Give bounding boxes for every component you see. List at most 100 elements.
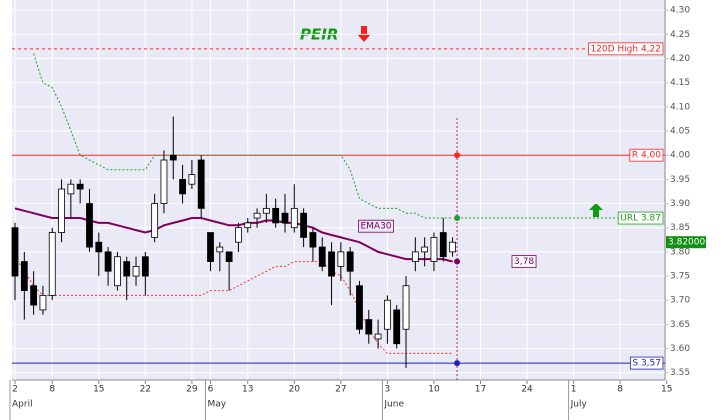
candle-body — [430, 236, 438, 262]
candle-body — [95, 241, 103, 253]
value-tag-box — [511, 255, 537, 268]
level-label-box — [588, 42, 664, 56]
candle-body — [290, 207, 298, 229]
x-tick-label: 15 — [661, 385, 672, 395]
candle-body — [169, 154, 177, 161]
y-tick-label: 4.15 — [670, 78, 690, 88]
candle-body — [160, 159, 168, 204]
y-tick-label: 3.70 — [670, 296, 690, 306]
candle-body — [179, 178, 186, 195]
candle-body — [188, 174, 196, 185]
y-tick-label: 4.05 — [670, 127, 690, 137]
y-tick-label: 3.75 — [670, 272, 690, 282]
x-tick-label: 22 — [140, 385, 151, 395]
x-tick-label: 27 — [335, 385, 346, 395]
x-tick-label: 2 — [12, 385, 18, 395]
level-label: R 4,00 — [629, 148, 664, 162]
x-tick-label: 20 — [289, 385, 301, 395]
y-tick-label: 3.95 — [670, 175, 690, 185]
candle-body — [216, 246, 224, 253]
x-tick-label: 17 — [475, 385, 486, 395]
candle-body — [262, 207, 270, 214]
candle-body — [58, 188, 65, 233]
x-tick-label: 29 — [186, 385, 198, 395]
y-tick-label: 4.25 — [670, 30, 690, 40]
level-label-box — [629, 356, 664, 370]
level-dot — [454, 215, 461, 222]
candle-body — [20, 261, 28, 291]
level-label-text: R 4,00 — [632, 151, 661, 161]
candle-body — [365, 319, 373, 335]
candle-body — [272, 207, 280, 224]
candle-body — [76, 183, 84, 190]
x-tick-label: 10 — [428, 385, 440, 395]
candle-body — [86, 203, 93, 248]
candle-body — [281, 212, 289, 224]
candle-body — [132, 265, 140, 277]
candle-body — [123, 261, 131, 277]
level-label-text: 120D High 4,22 — [590, 44, 661, 54]
x-tick-label: 1 — [571, 385, 577, 395]
y-tick-label: 3.85 — [670, 223, 690, 233]
y-tick-label: 3.60 — [670, 344, 690, 354]
x-axis-background — [0, 380, 728, 420]
y-tick-label: 3.90 — [670, 199, 690, 209]
candle-body — [439, 232, 447, 258]
x-tick-label: 6 — [208, 385, 214, 395]
candle-body — [197, 159, 205, 209]
candle-body — [402, 285, 410, 330]
value-tag: 3,78 — [511, 255, 537, 268]
y-tick-label: 4.30 — [670, 6, 690, 16]
candle-body — [253, 212, 261, 219]
candle-body — [346, 251, 354, 272]
candle-body — [374, 333, 382, 340]
candle-body — [383, 299, 391, 330]
candle-body — [328, 251, 335, 277]
level-label-text: URL 3.87 — [620, 214, 661, 224]
y-tick-label: 3.65 — [670, 320, 690, 330]
level-label: URL 3.87 — [617, 211, 664, 225]
level-label: S 3,57 — [629, 356, 664, 370]
candle-body — [48, 232, 56, 296]
level-label-text: S 3,57 — [632, 359, 661, 369]
candle-body — [114, 256, 121, 287]
month-label: April — [12, 400, 33, 410]
value-dot — [454, 258, 461, 265]
series-label-box — [358, 219, 394, 233]
candle-body — [421, 246, 429, 253]
y-tick-label: 4.10 — [670, 102, 690, 112]
plot-background — [12, 0, 665, 380]
x-tick-label: 13 — [242, 385, 253, 395]
candle-body — [67, 183, 75, 195]
candle-body — [449, 241, 456, 253]
candle-body — [411, 251, 419, 262]
candle-body — [11, 227, 19, 277]
x-tick-label: 8 — [617, 385, 623, 395]
y-tick-label: 3.80 — [670, 247, 690, 257]
series-label-text: EMA30 — [360, 222, 391, 232]
candle-body — [207, 232, 214, 262]
y-tick-label: 4.20 — [670, 54, 690, 64]
level-label-box — [617, 211, 664, 225]
last-price-label: 3.82000 — [668, 238, 705, 248]
candle-body — [235, 227, 242, 243]
candle-body — [309, 232, 317, 248]
candle-body — [244, 222, 252, 229]
candle-body — [30, 285, 38, 306]
candle-body — [141, 256, 149, 277]
candle-body — [300, 212, 308, 238]
y-tick-label: 4.00 — [670, 151, 690, 161]
month-label: June — [383, 400, 404, 410]
level-label: 120D High 4,22 — [588, 42, 664, 56]
level-label-box — [629, 148, 664, 162]
series-label: EMA30 — [358, 219, 394, 233]
candle-body — [393, 309, 401, 345]
level-dot — [454, 360, 461, 367]
overlay-line — [14, 256, 453, 354]
candle-body — [337, 251, 345, 267]
candle-body — [318, 246, 326, 267]
candle-body — [39, 294, 47, 311]
candle-body — [225, 251, 233, 262]
